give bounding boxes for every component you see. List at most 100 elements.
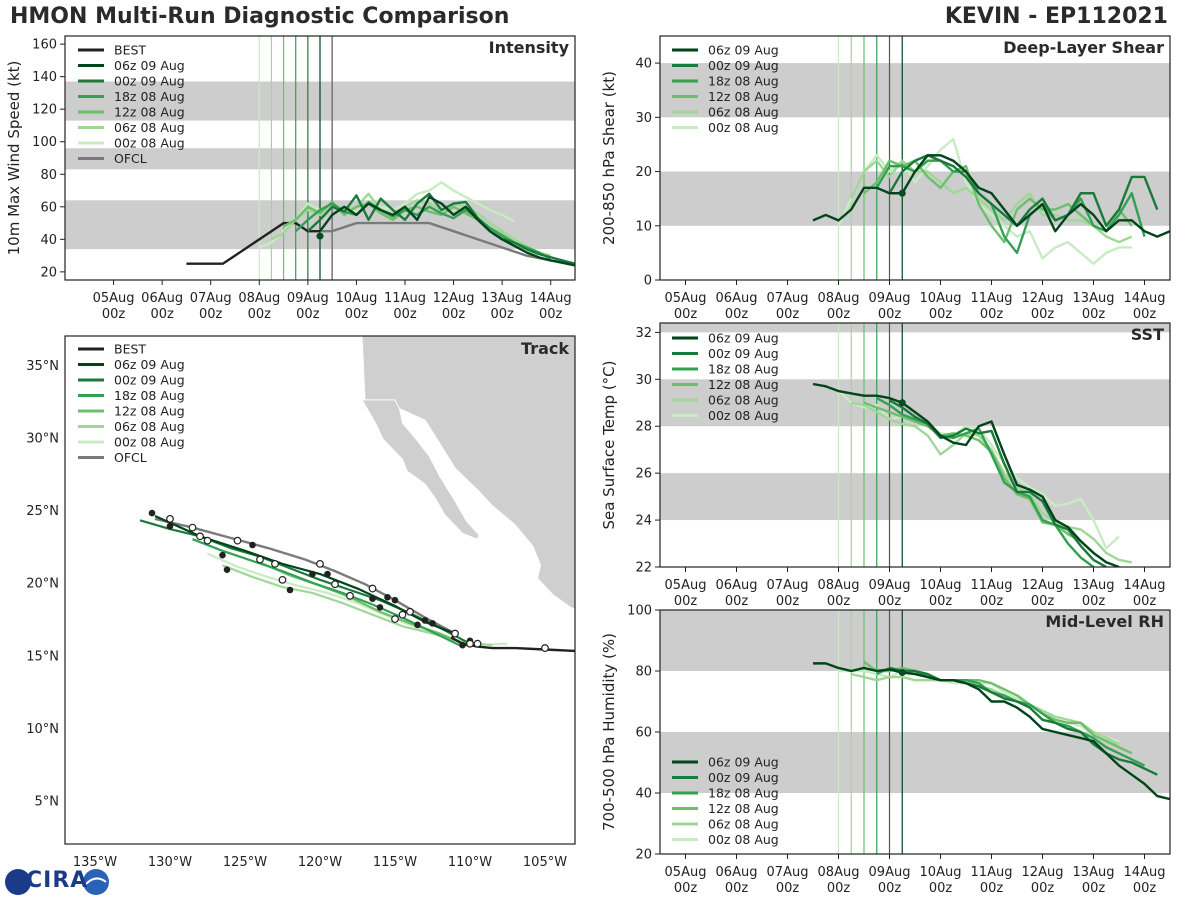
best-marker (898, 189, 906, 197)
legend-label: 00z 09 Aug (114, 373, 185, 388)
track-marker-open (188, 523, 197, 532)
track-marker-open (451, 629, 459, 638)
legend-label: 00z 08 Aug (114, 136, 185, 151)
legend-label: 06z 09 Aug (114, 58, 185, 73)
x-tick-label: 00z (827, 307, 851, 322)
x-tick-label: 14Aug (1124, 291, 1166, 306)
track-marker-open (271, 559, 279, 568)
x-tick-label: 00z (442, 307, 466, 322)
x-tick-label: 00z (1031, 881, 1055, 896)
y-tick-label: 60 (40, 200, 57, 215)
x-tick-label: 00z (929, 594, 953, 609)
x-tick-label: 11Aug (971, 865, 1013, 880)
legend-label: OFCL (114, 151, 147, 166)
x-tick-label: 00z (345, 307, 369, 322)
panel-title: Intensity (489, 38, 570, 57)
track-marker-filled (429, 620, 436, 627)
y-tick-label: 100 (32, 135, 57, 150)
x-tick-label: 00z (490, 307, 514, 322)
x-tick-label: 09Aug (869, 291, 911, 306)
y-axis-label: 200-850 hPa Shear (kt) (600, 71, 618, 245)
lat-tick-label: 10°N (26, 722, 59, 737)
land-baja (361, 399, 480, 540)
track-marker-open (398, 610, 407, 619)
y-tick-label: 22 (635, 561, 652, 576)
x-tick-label: 12Aug (1022, 865, 1064, 880)
legend-label: 00z 08 Aug (114, 435, 185, 450)
lat-tick-label: 5°N (35, 794, 60, 809)
legend-label: 12z 08 Aug (708, 801, 779, 816)
x-tick-label: 11Aug (971, 291, 1013, 306)
x-tick-label: 12Aug (1022, 578, 1064, 593)
x-tick-label: 09Aug (869, 865, 911, 880)
cira-logo: CIRA (4, 866, 114, 898)
x-tick-label: 00z (1133, 307, 1157, 322)
x-tick-label: 00z (776, 594, 800, 609)
panel-title: Track (521, 339, 569, 358)
series-line (863, 660, 1133, 755)
track-marker-filled (249, 541, 256, 549)
track-marker-open (346, 591, 354, 600)
y-tick-label: 10 (635, 219, 652, 234)
track-marker-open (331, 580, 339, 589)
legend-label: 00z 09 Aug (708, 58, 779, 73)
x-tick-label: 14Aug (1124, 865, 1166, 880)
series-line (876, 397, 1095, 567)
x-tick-label: 00z (1082, 881, 1106, 896)
series-line (270, 192, 552, 257)
x-tick-label: 07Aug (767, 865, 809, 880)
legend-label: 00z 09 Aug (708, 346, 779, 361)
x-tick-label: 14Aug (1124, 578, 1166, 593)
map-area (139, 336, 575, 653)
x-tick-label: 13Aug (1073, 578, 1115, 593)
track-marker-open (406, 607, 414, 616)
legend-label: 12z 08 Aug (708, 89, 779, 104)
ofcl-line (320, 221, 575, 265)
x-tick-label: 00z (980, 881, 1004, 896)
x-tick-label: 06Aug (716, 578, 758, 593)
best-line (186, 221, 320, 265)
x-tick-label: 09Aug (869, 578, 911, 593)
x-tick-label: 00z (827, 881, 851, 896)
track-marker-open (391, 615, 399, 623)
legend-label: 18z 08 Aug (708, 74, 779, 89)
x-tick-label: 00z (674, 307, 698, 322)
series-line (876, 666, 1146, 767)
y-tick-label: 140 (32, 70, 57, 85)
track-marker-filled (384, 593, 391, 601)
panel-title: SST (1131, 325, 1164, 344)
track-marker-filled (148, 509, 156, 517)
y-axis-label: Sea Surface Temp (°C) (600, 360, 618, 529)
x-tick-label: 11Aug (384, 291, 426, 306)
lat-tick-label: 20°N (26, 577, 59, 592)
legend-label: 06z 08 Aug (708, 817, 779, 832)
x-tick-label: 09Aug (287, 291, 329, 306)
lon-tick-label: 135°W (73, 855, 117, 870)
y-tick-label: 160 (32, 38, 57, 53)
x-tick-label: 12Aug (1022, 291, 1064, 306)
legend-label: 06z 08 Aug (708, 393, 779, 408)
y-tick-label: 0 (644, 274, 652, 289)
track-marker-filled (166, 522, 174, 530)
axes-frame (64, 335, 576, 845)
y-axis-label: 10m Max Wind Speed (kt) (5, 61, 23, 256)
axes-frame (659, 322, 1171, 568)
panel-sst: 22242628303205Aug00z06Aug00z07Aug00z08Au… (600, 322, 1171, 609)
plot-area (660, 36, 1170, 280)
y-band (660, 732, 1170, 793)
panel-shear: 01020304005Aug00z06Aug00z07Aug00z08Aug00… (600, 35, 1171, 322)
land-mainland (361, 336, 575, 610)
track-marker-open (166, 514, 174, 523)
y-band (660, 473, 1170, 521)
best-track (450, 632, 575, 653)
x-tick-label: 00z (725, 307, 749, 322)
x-tick-label: 00z (725, 594, 749, 609)
x-tick-label: 07Aug (767, 291, 809, 306)
track-marker-filled (391, 596, 399, 604)
x-tick-label: 00z (1031, 594, 1055, 609)
legend-label: OFCL (114, 450, 147, 465)
x-tick-label: 05Aug (665, 291, 707, 306)
legend-label: 00z 08 Aug (708, 408, 779, 423)
track-marker-filled (421, 617, 429, 624)
x-tick-label: 05Aug (93, 291, 135, 306)
